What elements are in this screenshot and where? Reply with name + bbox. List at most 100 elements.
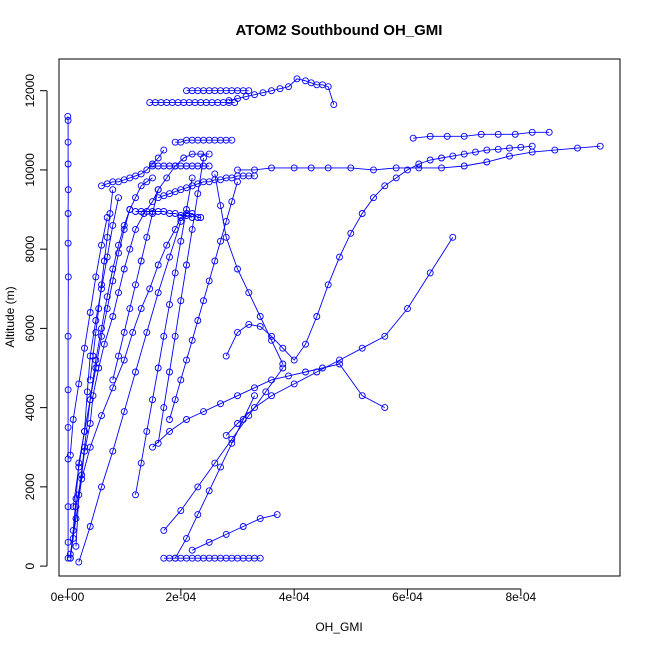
series-18 <box>171 392 258 562</box>
data-point <box>234 178 241 186</box>
data-point <box>336 360 343 368</box>
data-point <box>163 174 171 182</box>
data-point <box>115 352 122 360</box>
data-point <box>64 554 72 562</box>
data-point <box>245 87 253 95</box>
data-point <box>426 269 434 277</box>
data-point <box>126 206 134 213</box>
data-point <box>92 317 100 324</box>
data-point <box>211 257 219 265</box>
y-axis-label: Altitude (m) <box>3 286 17 347</box>
x-tick-label: 2e-04 <box>165 590 196 604</box>
series-16 <box>149 360 389 451</box>
series-line <box>175 139 232 143</box>
series-25 <box>132 174 196 499</box>
series-29 <box>66 214 111 459</box>
data-point <box>494 130 502 138</box>
data-point <box>313 313 321 320</box>
series-line <box>152 363 386 448</box>
data-point <box>188 225 196 233</box>
series-27 <box>211 170 287 368</box>
data-point <box>146 285 154 293</box>
data-point <box>64 239 72 247</box>
data-point <box>171 396 179 404</box>
data-point <box>180 154 188 162</box>
data-point <box>92 364 100 372</box>
data-point <box>256 515 264 523</box>
data-point <box>163 241 171 249</box>
data-point <box>197 214 205 221</box>
series-23 <box>98 146 168 190</box>
data-point <box>143 233 151 241</box>
data-point <box>228 439 236 447</box>
data-point <box>381 182 389 190</box>
series-line <box>75 177 153 547</box>
data-point <box>222 233 230 241</box>
data-point <box>171 554 179 562</box>
data-point <box>188 174 196 182</box>
series-line <box>89 189 114 380</box>
series-line <box>157 157 204 444</box>
data-point <box>188 214 196 221</box>
data-point <box>596 142 604 150</box>
data-point <box>293 75 301 83</box>
data-point <box>319 364 326 372</box>
data-point <box>143 427 151 435</box>
data-point <box>98 483 105 491</box>
data-point <box>160 332 168 340</box>
data-point <box>279 344 287 352</box>
data-point <box>279 360 287 368</box>
data-point <box>86 376 94 384</box>
data-point <box>66 554 74 562</box>
data-point <box>449 152 457 160</box>
data-point <box>183 261 190 269</box>
data-point <box>98 332 105 340</box>
data-point <box>438 164 445 172</box>
data-point <box>137 459 145 467</box>
data-point <box>228 136 236 144</box>
data-point <box>290 164 298 172</box>
series-line <box>169 181 238 420</box>
data-point <box>120 328 128 336</box>
data-point <box>200 408 207 416</box>
data-point <box>120 408 128 416</box>
data-point <box>483 146 491 154</box>
data-point <box>472 148 479 156</box>
series-line <box>413 131 550 139</box>
data-point <box>234 420 241 427</box>
data-point <box>183 206 190 213</box>
data-point <box>69 503 77 511</box>
data-point <box>115 249 122 257</box>
data-point <box>217 400 224 408</box>
data-point <box>370 166 377 174</box>
data-point <box>545 128 553 136</box>
data-point <box>188 150 196 158</box>
x-axis: 0e+00 2e-04 4e-04 6e-04 8e-04 <box>51 588 536 604</box>
data-point <box>528 128 536 136</box>
data-point <box>517 143 525 151</box>
data-point <box>302 368 309 376</box>
data-point <box>64 210 72 217</box>
data-point <box>64 503 72 511</box>
y-tick-label: 12000 <box>23 74 37 108</box>
data-point <box>72 495 80 503</box>
data-point <box>64 116 72 124</box>
data-point <box>183 356 190 364</box>
series-line <box>214 173 284 365</box>
data-point <box>370 194 377 202</box>
series-line <box>135 211 193 218</box>
data-point <box>290 356 298 364</box>
series-15 <box>222 233 457 439</box>
data-point <box>126 245 134 253</box>
data-point <box>551 146 559 154</box>
data-point <box>285 83 292 91</box>
data-point <box>256 554 264 562</box>
data-point <box>109 313 117 320</box>
data-point <box>217 463 224 471</box>
series-8 <box>146 99 239 107</box>
data-point <box>188 546 196 554</box>
data-point <box>92 273 100 281</box>
data-point <box>234 95 241 103</box>
data-point <box>64 138 72 146</box>
data-point <box>98 241 105 249</box>
